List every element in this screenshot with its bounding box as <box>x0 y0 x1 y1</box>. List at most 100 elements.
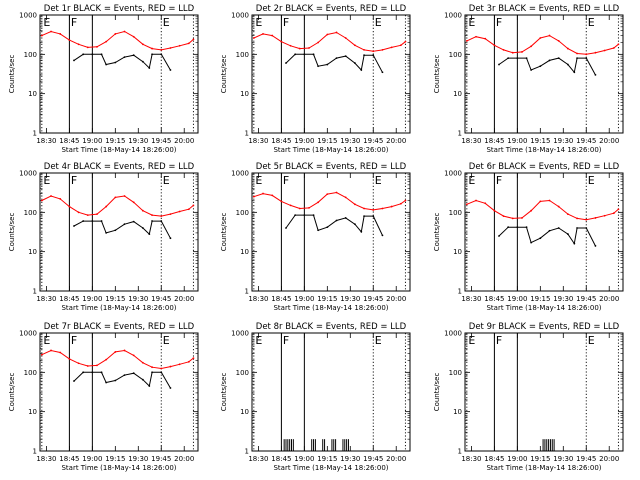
lld-point <box>77 362 80 365</box>
events-point <box>91 220 94 222</box>
lld-rate-line <box>466 35 619 55</box>
events-rate-line <box>285 214 383 236</box>
events-point <box>91 371 94 374</box>
x-axis-label: Start Time (18-May-14 18:26:00) <box>273 304 388 312</box>
lld-point <box>114 196 117 199</box>
lld-point <box>530 45 533 48</box>
events-point <box>105 231 108 234</box>
lld-point <box>59 197 62 200</box>
y-tick-label: 1000 <box>444 330 462 338</box>
lld-point <box>372 209 375 211</box>
panel-9: Det 9r BLACK = Events, RED = LLD 1 10 100 10… <box>433 322 624 472</box>
x-tick-label: 19:15 <box>105 137 125 145</box>
x-tick-label: 19:15 <box>105 455 125 463</box>
lld-point <box>594 217 597 219</box>
lld-point <box>335 191 338 194</box>
x-tick-label: 19:30 <box>128 455 148 463</box>
events-point <box>344 55 347 58</box>
lld-point <box>280 200 283 203</box>
y-tick-label: 1000 <box>231 170 249 178</box>
x-tick-label: 19:45 <box>576 455 596 463</box>
lld-point <box>132 35 135 38</box>
lld-rate-line <box>41 30 194 51</box>
events-point <box>576 57 578 60</box>
x-tick-label: 19:30 <box>340 137 360 145</box>
x-tick-label: 18:30 <box>36 137 56 145</box>
y-tick-label: 1 <box>245 448 249 456</box>
panel-4: Det 4r BLACK = Events, RED = LLD 1 10 100 10… <box>8 162 199 312</box>
time-marker-label: F <box>283 174 289 187</box>
lld-point <box>187 42 190 45</box>
events-point <box>303 53 306 56</box>
x-tick-label: 18:30 <box>36 295 56 303</box>
lld-point <box>86 365 89 367</box>
events-point <box>326 63 329 66</box>
panel-1: Det 1r BLACK = Events, RED = LLD 1 10 100 10… <box>8 4 199 154</box>
time-marker-label: E <box>43 334 50 347</box>
lld-point <box>326 33 329 36</box>
y-tick-label: 100 <box>24 51 37 59</box>
time-marker-label: E <box>588 174 595 187</box>
time-marker-label: E <box>43 174 50 187</box>
lld-point <box>50 30 52 33</box>
events-point <box>141 378 144 381</box>
lld-point <box>539 200 542 203</box>
events-point <box>573 242 576 245</box>
y-tick-label: 10 <box>453 248 462 256</box>
y-tick-label: 1000 <box>444 170 462 178</box>
lld-point <box>511 217 514 220</box>
x-tick-label: 19:00 <box>507 455 527 463</box>
lld-point <box>151 47 153 50</box>
events-point <box>114 61 117 64</box>
x-tick-label: 18:30 <box>461 137 481 145</box>
plot-frame <box>39 14 199 134</box>
time-marker-label: F <box>496 174 502 187</box>
events-point <box>344 217 347 219</box>
lld-point <box>390 46 393 49</box>
lld-point <box>114 33 117 35</box>
lld-point <box>40 353 43 356</box>
x-tick-label: 19:00 <box>507 137 527 145</box>
events-point <box>151 220 153 222</box>
panel-5: Det 5r BLACK = Events, RED = LLD 1 10 100 10… <box>220 162 411 312</box>
y-tick-label: 10 <box>28 248 37 256</box>
lld-point <box>548 199 551 202</box>
x-tick-label: 19:45 <box>363 295 383 303</box>
lld-point <box>404 40 407 43</box>
x-tick-label: 18:30 <box>248 295 268 303</box>
events-point <box>381 234 384 237</box>
events-rate-line <box>73 53 171 71</box>
x-tick-label: 18:45 <box>59 137 79 145</box>
events-point <box>516 226 519 229</box>
plot-frame <box>464 14 624 134</box>
panel-2: Det 2r BLACK = Events, RED = LLD 1 10 100 10… <box>220 4 411 154</box>
y-tick-label: 100 <box>449 209 462 217</box>
events-point <box>132 54 135 57</box>
events-point <box>363 54 365 57</box>
lld-point <box>617 208 620 211</box>
events-point <box>132 372 135 375</box>
x-axis-label: Start Time (18-May-14 18:26:00) <box>273 464 388 472</box>
panel-title: Det 7r BLACK = Events, RED = LLD <box>44 322 195 332</box>
lld-point <box>187 360 190 363</box>
lld-point <box>160 367 163 370</box>
x-tick-label: 19:30 <box>553 295 573 303</box>
lld-point <box>289 204 292 207</box>
lld-point <box>465 203 468 206</box>
lld-point <box>335 31 338 34</box>
lld-point <box>114 351 117 353</box>
lld-point <box>308 47 310 49</box>
lld-point <box>271 34 274 37</box>
time-marker-label: E <box>375 16 382 29</box>
panel-6: Det 6r BLACK = Events, RED = LLD 1 10 100 10… <box>433 162 624 312</box>
y-tick-label: 10 <box>240 90 249 98</box>
events-point <box>100 53 103 56</box>
events-point <box>141 227 144 229</box>
events-point <box>566 63 569 66</box>
y-tick-label: 1000 <box>444 12 462 20</box>
lld-point <box>141 361 144 364</box>
y-axis-label: Counts/sec <box>220 373 228 412</box>
y-tick-label: 1000 <box>231 330 249 338</box>
events-point <box>576 227 578 229</box>
events-point <box>335 219 338 222</box>
